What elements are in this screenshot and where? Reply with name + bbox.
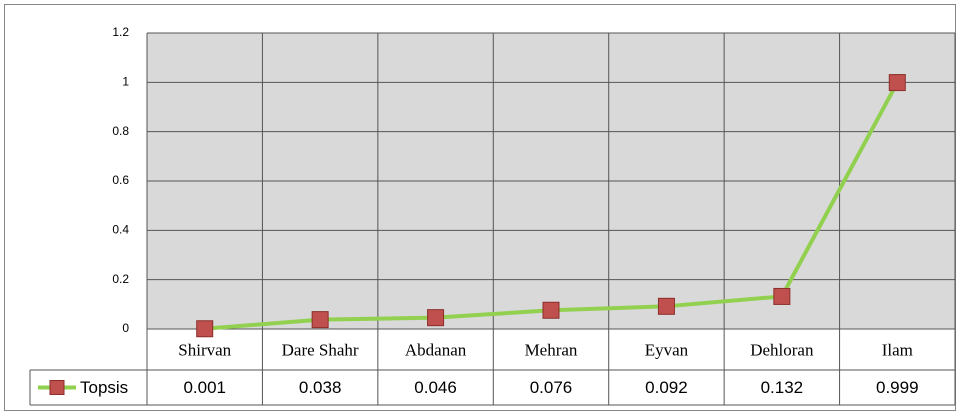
y-tick-label: 0.6 [112,173,129,187]
category-label: Mehran [525,340,578,359]
marker [888,74,906,92]
category-label: Abdanan [405,340,467,359]
y-tick-label: 0 [122,321,129,335]
value-cell: 0.092 [645,378,688,397]
y-tick-label: 1.2 [112,25,129,39]
marker [311,311,329,329]
marker [427,309,445,327]
category-label: Ilam [882,340,913,359]
category-label: Shirvan [178,340,231,359]
y-tick-label: 0.4 [112,223,129,237]
value-cell: 0.046 [414,378,457,397]
y-tick-label: 0.8 [112,124,129,138]
value-cell: 0.001 [183,378,226,397]
value-cell: 0.999 [876,378,919,397]
marker [196,320,214,338]
category-label: Eyvan [645,340,689,359]
marker [542,301,560,319]
category-label: Dehloran [750,340,814,359]
legend-label: Topsis [80,378,128,397]
legend-marker [49,380,65,395]
marker [773,287,791,305]
value-cell: 0.076 [530,378,573,397]
y-tick-label: 1 [122,75,129,89]
value-cell: 0.038 [299,378,342,397]
value-cell: 0.132 [761,378,804,397]
category-label: Dare Shahr [282,340,359,359]
marker [657,297,675,315]
y-tick-label: 0.2 [112,272,129,286]
